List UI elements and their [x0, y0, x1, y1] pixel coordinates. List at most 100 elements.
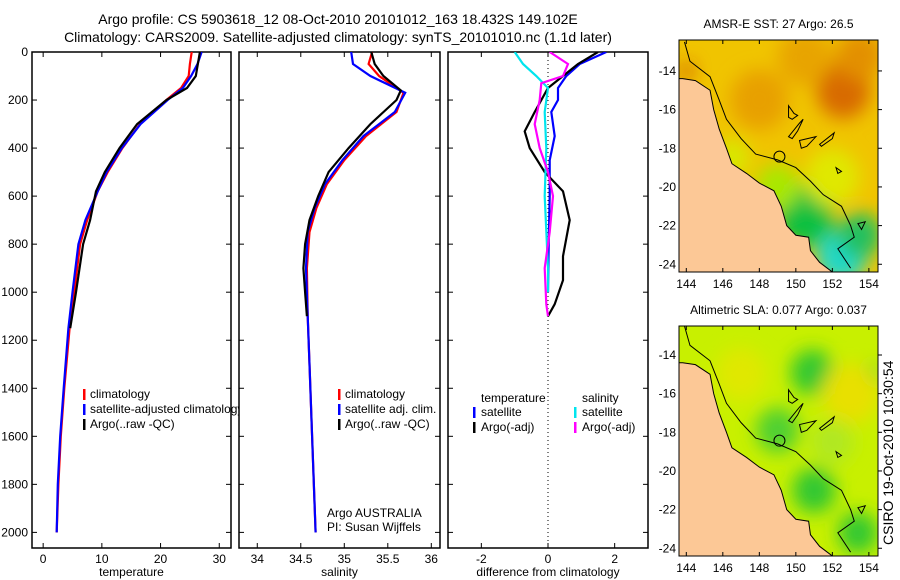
y-tick-label: 1400	[1, 381, 28, 395]
y-tick-label: 1200	[1, 333, 28, 347]
x-tick-label: -2	[476, 552, 487, 566]
legend-label: satellite adj. clim.	[345, 402, 436, 416]
lat-tick-label: -18	[659, 141, 677, 155]
lon-tick-label: 150	[786, 277, 806, 291]
legend-header: temperature	[481, 391, 546, 405]
legend-swatch	[574, 407, 577, 418]
x-tick-label: 35.5	[376, 552, 400, 566]
x-tick-label: 10	[95, 552, 109, 566]
map-field-patch	[777, 40, 832, 86]
y-tick-label: 2000	[1, 525, 28, 539]
lon-tick-label: 146	[713, 277, 733, 291]
lon-tick-label: 154	[859, 561, 879, 575]
lon-tick-label: 144	[676, 561, 696, 575]
legend-swatch	[473, 422, 476, 433]
credit-line-1: Argo AUSTRALIA	[327, 506, 422, 520]
legend-swatch	[338, 419, 341, 430]
lat-tick-label: -20	[659, 464, 677, 478]
legend-swatch	[83, 404, 86, 415]
lat-tick-label: -24	[659, 541, 677, 555]
legend-label: climatology	[345, 387, 405, 401]
map-frame	[678, 325, 879, 557]
temperature-panel: 0 200 400 600 800 1000 1200 1400 1600 1800 2000 0 10…	[1, 45, 243, 579]
lon-tick-label: 152	[822, 277, 842, 291]
series-line-salinity-argo-adj-	[533, 52, 570, 317]
sst_map: AMSR-E SST: 27 Argo: 26.5 144 146 148 150 152…	[659, 17, 882, 291]
series-line-temperature-satellite	[546, 52, 607, 293]
series-line-salinity-satellite	[513, 52, 550, 293]
lat-tick-label: -16	[659, 387, 677, 401]
lon-tick-label: 150	[786, 561, 806, 575]
x-tick-label: 0	[545, 552, 552, 566]
y-tick-label: 1800	[1, 477, 28, 491]
title-line-2: Climatology: CARS2009. Satellite-adjuste…	[64, 29, 612, 45]
x-tick-label: 34.5	[289, 552, 313, 566]
argo-position-marker	[773, 150, 786, 163]
shelf-contour	[683, 41, 855, 269]
map-field-patch	[790, 349, 834, 396]
map-frame	[678, 39, 879, 273]
legend-swatch	[83, 419, 86, 430]
map-field-patch	[755, 407, 800, 454]
map-field-patch	[792, 467, 836, 514]
legend-label: Argo(-adj)	[481, 420, 534, 434]
map-field-patch	[730, 69, 789, 131]
reef-outline	[857, 504, 867, 515]
temperature-axes-box	[31, 51, 232, 549]
x-tick-label: 0	[40, 552, 47, 566]
legend-swatch	[338, 389, 341, 400]
lat-tick-label: -20	[659, 180, 677, 194]
legend-label: satellite	[481, 405, 522, 419]
legend-label: climatology	[90, 387, 150, 401]
lon-tick-label: 148	[749, 277, 769, 291]
lat-tick-label: -18	[659, 425, 677, 439]
map-field	[679, 326, 878, 556]
x-tick-label: 34	[251, 552, 265, 566]
lat-tick-label: -22	[659, 219, 677, 233]
y-tick-label: 1000	[1, 285, 28, 299]
land-mass	[679, 78, 833, 272]
series-line-satellite-adjusted-climatology	[55, 52, 203, 533]
lon-tick-label: 154	[859, 277, 879, 291]
legend-swatch	[473, 407, 476, 418]
legend-header: salinity	[582, 391, 619, 405]
reef-outline	[857, 220, 867, 231]
temperature-xlabel: temperature	[99, 565, 164, 579]
reef-outline	[818, 415, 836, 432]
lat-tick-label: -16	[659, 103, 677, 117]
series-line-argo-raw-qc-	[69, 52, 201, 329]
lon-tick-label: 146	[713, 561, 733, 575]
y-tick-label: 200	[8, 93, 28, 107]
map-field-patch	[836, 40, 878, 81]
map-field-patch	[810, 419, 854, 465]
x-tick-label: 30	[213, 552, 227, 566]
legend-swatch	[574, 422, 577, 433]
sla_map: Altimetric SLA: 0.077 Argo: 0.037 144 146 1…	[659, 303, 882, 575]
legend-swatch	[338, 404, 341, 415]
map-field-patch	[838, 212, 878, 259]
credit-line-2: PI: Susan Wijffels	[327, 520, 421, 534]
reef-outline	[798, 419, 818, 433]
map-field	[679, 40, 878, 272]
y-tick-label: 1600	[1, 429, 28, 443]
lon-tick-label: 148	[749, 561, 769, 575]
lon-tick-label: 152	[822, 561, 842, 575]
y-tick-label: 400	[8, 141, 28, 155]
reef-outline	[818, 131, 836, 147]
salinity-xlabel: salinity	[321, 565, 358, 579]
x-tick-label: 2	[611, 552, 618, 566]
lat-tick-label: -22	[659, 503, 677, 517]
reef-outline	[835, 166, 843, 175]
map-field-patch	[838, 511, 878, 554]
salinity-axes-box	[238, 51, 441, 549]
x-tick-label: 36	[425, 552, 439, 566]
reef-outline	[787, 402, 804, 424]
legend-label: Argo(..raw -QC)	[345, 417, 430, 431]
title-line-1: Argo profile: CS 5903618_12 08-Oct-2010 …	[98, 11, 578, 27]
lat-tick-label: -14	[659, 348, 677, 362]
legend-label: Argo(-adj)	[582, 420, 635, 434]
argo-position-marker	[773, 434, 786, 447]
reef-outline	[798, 135, 818, 149]
